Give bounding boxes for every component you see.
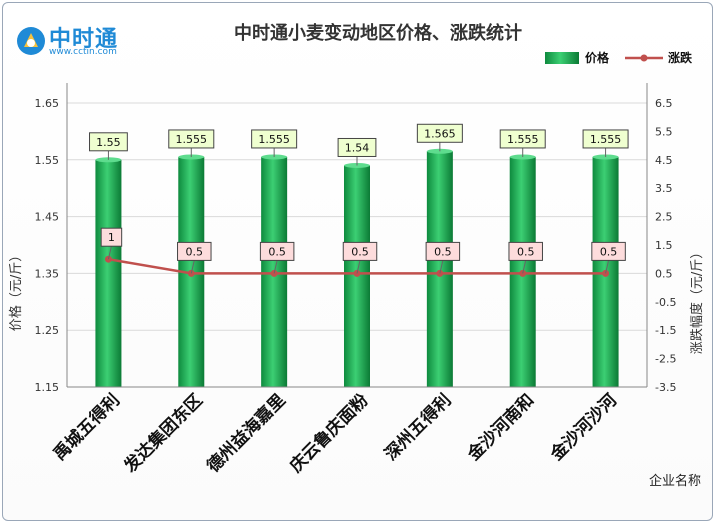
change-label-leader (522, 260, 527, 274)
price-label: 1.555 (507, 133, 539, 146)
change-label-box (508, 241, 543, 261)
change-label-leader (605, 260, 610, 274)
price-label-box (499, 129, 546, 149)
y2-tick-label: 1.5 (655, 239, 673, 252)
change-label: 0.5 (351, 245, 369, 258)
change-label: 0.5 (517, 245, 535, 258)
x-tick-label: 禹城五得利 (49, 390, 124, 465)
price-label: 1.54 (345, 141, 370, 154)
y-tick-label: 1.35 (35, 267, 60, 280)
legend-marker-change (640, 54, 648, 62)
y2-tick-label: 3.5 (655, 182, 673, 195)
y2-tick-label: -1.5 (655, 324, 676, 337)
change-label-box (177, 241, 212, 261)
change-label: 0.5 (268, 245, 286, 258)
x-tick-label: 金沙河沙河 (545, 390, 621, 466)
logo-url: www.cctin.com (49, 47, 117, 57)
price-label-box (168, 129, 215, 149)
x-tick-label: 庆云鲁庆面粉 (286, 390, 373, 477)
x-tick-label: 金沙河南和 (463, 390, 539, 466)
price-label: 1.555 (176, 133, 208, 146)
logo-name: 中时通 (49, 27, 119, 52)
y2-tick-label: -0.5 (655, 296, 676, 309)
change-label: 1 (108, 231, 115, 244)
bar (426, 151, 453, 387)
bar (95, 159, 122, 387)
change-label-leader (190, 260, 195, 274)
y2-tick-label: 4.5 (655, 154, 673, 167)
price-label: 1.55 (96, 136, 121, 149)
y2-tick-label: 6.5 (655, 97, 673, 110)
y-tick-label: 1.65 (35, 97, 60, 110)
price-label-box (416, 123, 463, 143)
change-label-box (259, 241, 295, 261)
price-label-box (337, 137, 377, 157)
price-label: 1.565 (424, 127, 456, 140)
price-label: 1.555 (258, 133, 290, 146)
y2-tick-label: 2.5 (655, 211, 673, 224)
y-tick-label: 1.45 (35, 211, 60, 224)
change-label-leader (273, 260, 278, 274)
price-label-box (89, 132, 128, 152)
y-axis-title: 价格（元/斤） (8, 249, 24, 331)
y-tick-label: 1.25 (35, 324, 60, 337)
change-label-box (342, 241, 378, 261)
change-label: 0.5 (600, 245, 618, 258)
change-label-box (425, 241, 461, 261)
y-tick-label: 1.55 (35, 154, 60, 167)
chart-title: 中时通小麦变动地区价格、涨跌统计 (234, 23, 522, 44)
logo: 中时通 www.cctin.com (15, 21, 135, 61)
change-label-box (100, 227, 123, 247)
y2-axis-title: 涨跌幅度（元/斤） (689, 246, 705, 354)
logo-icon (17, 27, 45, 55)
change-label: 0.5 (186, 245, 204, 258)
change-label-leader (439, 260, 444, 274)
change-label-box (591, 241, 626, 261)
x-tick-label: 德州益海嘉里 (203, 390, 290, 477)
legend-label-change: 涨跌 (668, 50, 693, 65)
x-tick-label: 发达集团东区 (119, 390, 207, 478)
y2-tick-label: 5.5 (655, 125, 673, 138)
y2-tick-label: -2.5 (655, 353, 676, 366)
price-label-box (582, 129, 629, 149)
price-label: 1.555 (590, 133, 622, 146)
y-tick-label: 1.15 (35, 381, 60, 394)
change-label-leader (356, 260, 361, 274)
x-axis-title: 企业名称 (649, 473, 701, 489)
y2-tick-label: -3.5 (655, 381, 676, 394)
legend-label-price: 价格 (585, 50, 610, 65)
x-tick-label: 深州五得利 (380, 390, 455, 465)
change-label: 0.5 (434, 245, 452, 258)
y2-tick-label: 0.5 (655, 267, 673, 280)
change-label-leader (107, 246, 112, 260)
legend-swatch-price (545, 52, 579, 64)
price-label-box (251, 129, 298, 149)
